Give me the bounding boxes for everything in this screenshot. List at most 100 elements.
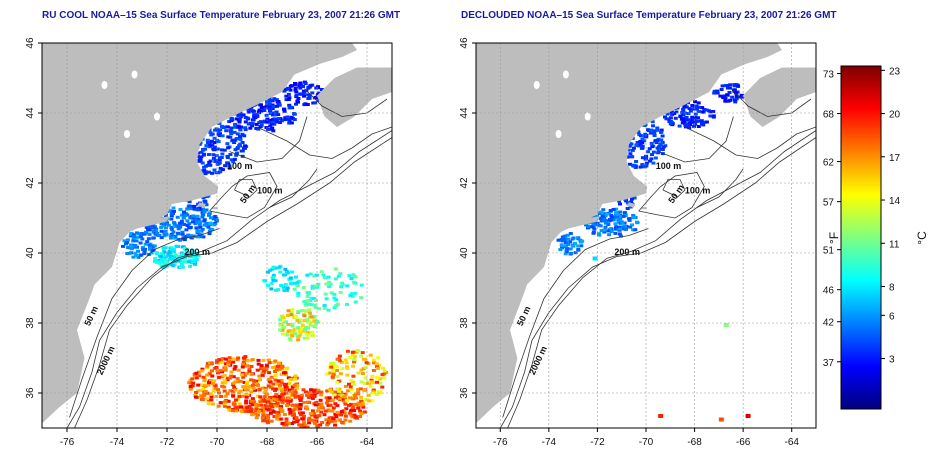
axes: -76 -74 -72 -70 -68 -66 -64 36 38 40 42 44 46 <box>459 37 799 448</box>
fahrenheit-tick-label: 68 <box>823 110 835 121</box>
colorbar-gradient <box>840 65 882 410</box>
x-tick-label: -66 <box>736 437 751 448</box>
isobath-line <box>684 126 816 159</box>
right-panel-title: DECLOUDED NOAA–15 Sea Surface Temperatur… <box>461 10 837 21</box>
isobath-line <box>74 130 392 428</box>
contour-label: 200 m <box>614 247 640 257</box>
fahrenheit-tick-label: 57 <box>823 198 835 209</box>
fahrenheit-tick-label: 42 <box>823 318 835 329</box>
celsius-tick-label: 17 <box>889 153 901 164</box>
isobath-line <box>69 228 220 418</box>
lake <box>124 130 130 138</box>
y-tick-label: 36 <box>25 387 36 399</box>
celsius-tick-label: 3 <box>889 355 895 366</box>
isobaths <box>66 88 392 428</box>
axes: -76 -74 -72 -70 -68 -66 -64 36 38 40 42 44 46 <box>25 37 375 448</box>
y-tick-label: 46 <box>459 37 470 49</box>
celsius-tick-label: 6 <box>889 311 895 322</box>
landmass <box>641 206 648 210</box>
landmass <box>197 202 206 208</box>
x-tick-label: -68 <box>260 437 275 448</box>
contour-label: 100 m <box>257 186 283 196</box>
isobath-line <box>269 168 318 208</box>
lake <box>555 130 562 138</box>
sst-speck <box>718 417 724 422</box>
isobath-line <box>662 179 686 198</box>
y-tick-label: 46 <box>25 37 36 49</box>
fahrenheit-tick-label: 37 <box>823 358 835 369</box>
fahrenheit-tick-label: 62 <box>823 158 835 169</box>
lake <box>533 81 540 89</box>
fahrenheit-axis-label: °F <box>827 232 841 244</box>
celsius-tick-label: 23 <box>889 66 901 77</box>
temperature-colorbar: 23 20 17 14 11 8 6 3 73 68 62 57 51 46 42 37 °F °C <box>823 65 929 410</box>
x-tick-label: -76 <box>493 437 508 448</box>
sst-speck <box>658 414 664 418</box>
sst-speck <box>745 414 751 418</box>
y-tick-label: 36 <box>459 387 470 399</box>
x-tick-label: -70 <box>639 437 654 448</box>
landmass <box>626 202 636 208</box>
landmass <box>548 216 600 232</box>
isobath-line <box>256 126 392 159</box>
isobath-line <box>229 116 308 163</box>
fahrenheit-tick-label: 51 <box>823 246 835 257</box>
land <box>476 43 816 424</box>
lake <box>101 81 108 89</box>
isobath-line <box>209 172 278 219</box>
left-panel-title: RU COOL NOAA–15 Sea Surface Temperature … <box>42 10 401 21</box>
landmass <box>212 206 219 210</box>
isobaths <box>499 88 816 428</box>
lake <box>562 70 569 79</box>
contour-label: 200 m <box>185 247 211 257</box>
isobath-line <box>730 88 812 117</box>
lake <box>154 112 160 121</box>
contour-label: 100 m <box>227 161 253 171</box>
isobath-line <box>657 116 734 163</box>
x-tick-label: -74 <box>110 437 125 448</box>
x-tick-label: -74 <box>542 437 557 448</box>
contour-label: 100 m <box>685 186 711 196</box>
celsius-tick-label: 20 <box>889 110 901 121</box>
land <box>42 43 392 424</box>
celsius-axis-label: °C <box>915 231 929 245</box>
x-tick-label: -76 <box>60 437 75 448</box>
isobath-line <box>638 172 705 219</box>
x-tick-label: -64 <box>784 437 799 448</box>
celsius-tick-label: 8 <box>889 283 895 294</box>
y-tick-label: 44 <box>25 107 36 119</box>
isobath-line <box>696 168 744 208</box>
x-tick-label: -64 <box>360 437 375 448</box>
lake <box>131 70 138 79</box>
y-tick-label: 40 <box>459 247 470 259</box>
y-tick-label: 38 <box>459 317 470 329</box>
graticule <box>42 43 392 428</box>
y-tick-label: 44 <box>459 107 470 119</box>
y-tick-label: 38 <box>25 317 36 329</box>
x-tick-label: -66 <box>310 437 325 448</box>
x-tick-label: -72 <box>160 437 175 448</box>
landmass <box>476 43 782 424</box>
fahrenheit-tick-label: 46 <box>823 286 835 297</box>
landmass <box>117 216 170 232</box>
isobath-line <box>66 137 392 428</box>
x-tick-label: -72 <box>590 437 605 448</box>
isobath-line <box>234 179 258 198</box>
landmass <box>317 67 392 127</box>
contour-label: 100 m <box>656 161 682 171</box>
sst-speck <box>723 323 729 327</box>
x-tick-label: -68 <box>687 437 702 448</box>
graticule <box>476 43 816 428</box>
sst-speck <box>592 256 598 261</box>
y-tick-label: 42 <box>459 177 470 189</box>
fahrenheit-tick-label: 73 <box>823 70 835 81</box>
isobath-line <box>499 137 816 428</box>
landmass <box>743 67 816 127</box>
isobath-line <box>507 130 816 428</box>
isobath-line <box>502 228 649 418</box>
